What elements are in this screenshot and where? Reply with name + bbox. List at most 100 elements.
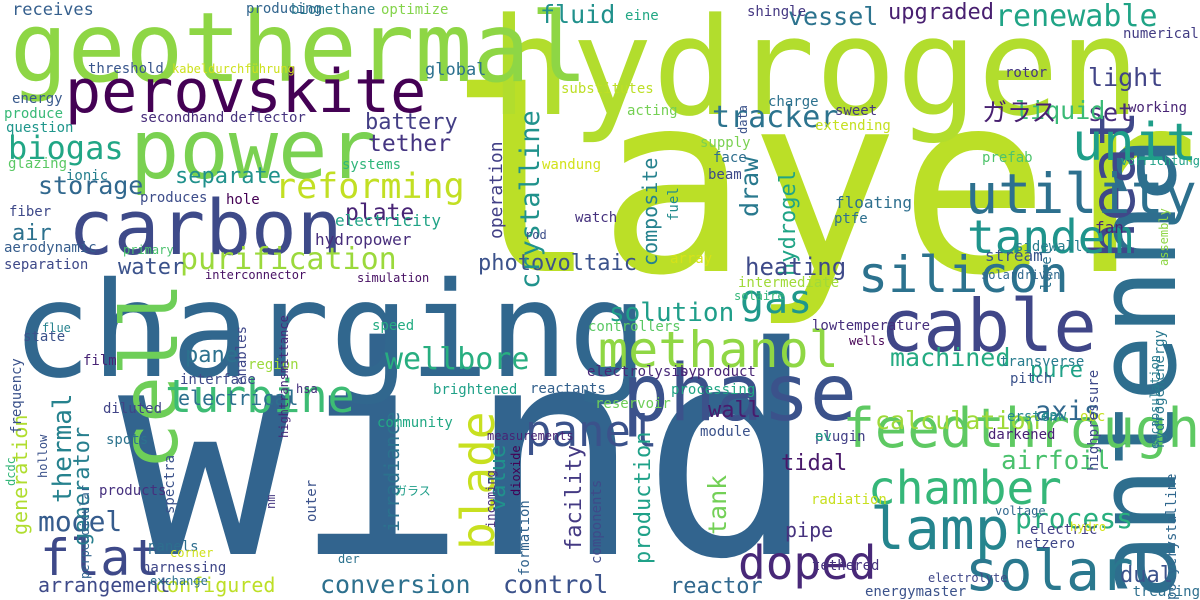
word-produces: produces <box>140 191 207 205</box>
word-flue: flue <box>42 322 71 334</box>
word-ptfe: ptfe <box>834 212 868 226</box>
word-crystalline: crystalline <box>517 110 544 289</box>
word-hydro: hydro <box>1070 521 1106 533</box>
word-hydropower: hydropower <box>315 232 411 248</box>
word-primary: primary <box>123 244 174 256</box>
word-operation: operation <box>488 141 506 239</box>
word-glazing: glazing <box>8 157 67 171</box>
word-facility: facility <box>564 445 586 551</box>
word-der: der <box>338 553 360 565</box>
word-assembly: assembly <box>1158 208 1170 266</box>
word-controllers: controllers <box>588 320 681 334</box>
word-charge: charge <box>768 95 819 109</box>
word-wall: wall <box>708 400 761 422</box>
word-simulation: simulation <box>357 272 429 284</box>
word-measurements: measurements <box>487 430 574 442</box>
word--: ガラス <box>395 485 431 497</box>
word-machined: machined <box>890 345 1010 370</box>
word-wells: wells <box>849 335 885 347</box>
word-array: array <box>670 252 712 266</box>
word-data: data <box>737 105 749 134</box>
word-highpressure: highpressure <box>1087 370 1101 471</box>
word-energy: energy <box>12 92 63 106</box>
word-reactants: reactants <box>530 382 606 396</box>
word-threshold: threshold <box>88 62 164 76</box>
word-electricity: electricity <box>335 213 441 229</box>
word-sweet: sweet <box>835 104 877 118</box>
word-spots: spots <box>106 433 148 447</box>
word-face: face <box>713 151 747 165</box>
word-production: production <box>633 432 655 564</box>
word-voltage: voltage <box>995 505 1046 517</box>
word-energymaster: energymaster <box>865 585 966 599</box>
word-floating: floating <box>835 195 912 211</box>
word-reactor: reactor <box>670 576 763 598</box>
word-numerical: numerical <box>1123 27 1199 41</box>
word-lowtemperature: lowtemperature <box>812 319 930 333</box>
word-transverse: transverse <box>1000 355 1084 369</box>
word-ev: ev <box>815 430 832 444</box>
word-rotor: rotor <box>1005 66 1047 80</box>
word-processing: processing <box>671 383 755 397</box>
word-tethered: tethered <box>812 559 879 573</box>
word-shingle: shingle <box>747 5 806 19</box>
word-photovoltaic: photovoltaic <box>478 253 637 275</box>
word-solardriven: solardriven <box>981 269 1060 281</box>
word-harnessing: harnessing <box>142 561 226 575</box>
word-working: working <box>1128 101 1187 115</box>
word-vorrichtung: vorrichtung <box>1121 155 1200 167</box>
word-dcdc: dcdc <box>5 457 17 486</box>
word-rod: rod <box>525 229 547 241</box>
word-question: question <box>6 121 73 135</box>
word-biomethane: biomethane <box>291 3 375 17</box>
word-speed: speed <box>372 319 414 333</box>
word-netzero: netzero <box>1016 537 1075 551</box>
word-supply: supply <box>700 136 751 150</box>
word-substitutes: substitutes <box>561 82 654 96</box>
word-hollow: hollow <box>37 435 49 478</box>
word-systems: systems <box>342 158 401 172</box>
word-deflector: deflector <box>230 111 306 125</box>
word-fiber: fiber <box>9 205 51 219</box>
word-components: components <box>590 480 604 564</box>
word-tank: tank <box>705 475 730 535</box>
word-receives: receives <box>12 2 94 19</box>
word-interconnector: interconnector <box>205 269 306 281</box>
word--: ガラス <box>982 100 1057 125</box>
word-exchange: exchange <box>150 575 208 587</box>
word-formation: formation <box>518 500 532 576</box>
word-composite: composite <box>640 158 660 266</box>
word-intermediate: intermediate <box>738 276 839 290</box>
word-diluted: diluted <box>103 402 162 416</box>
word-raw: raw <box>1041 409 1066 423</box>
word-reservoir: reservoir <box>595 397 671 411</box>
word-eine: eine <box>625 9 659 23</box>
word-aerodynamic: aerodynamic <box>4 241 97 255</box>
word-beam: beam <box>708 168 742 182</box>
word-separate: separate <box>175 166 281 188</box>
word-radiation: radiation <box>811 493 887 507</box>
word-module: module <box>700 425 751 439</box>
word-pitch: pitch <box>1010 372 1052 386</box>
word-tidal: tidal <box>781 453 847 475</box>
word-incoming: incoming <box>485 470 497 528</box>
word-sidewall: sidewall <box>1015 240 1082 254</box>
word-produce: produce <box>4 107 63 121</box>
word-hole: hole <box>226 193 260 207</box>
word-conversion: conversion <box>320 572 471 597</box>
word-hydrogenenergy: hydrogenenergy <box>1153 330 1167 448</box>
word-community: community <box>377 416 453 430</box>
word-fluid: fluid <box>540 2 615 27</box>
word-pipe: pipe <box>785 520 833 540</box>
word-polycrystalline: polycrystalline <box>1165 474 1179 600</box>
word-light: light <box>1088 65 1163 90</box>
word-tether: tether <box>368 133 451 156</box>
word-pane: pane <box>185 345 238 367</box>
word-dioxide: dioxide <box>510 445 522 496</box>
word-interface: interface <box>180 373 256 387</box>
word-spectra: spectra <box>163 455 177 514</box>
word-corner: corner <box>170 547 213 559</box>
word-secondhand: secondhand <box>140 111 224 125</box>
word-prefab: prefab <box>982 151 1033 165</box>
